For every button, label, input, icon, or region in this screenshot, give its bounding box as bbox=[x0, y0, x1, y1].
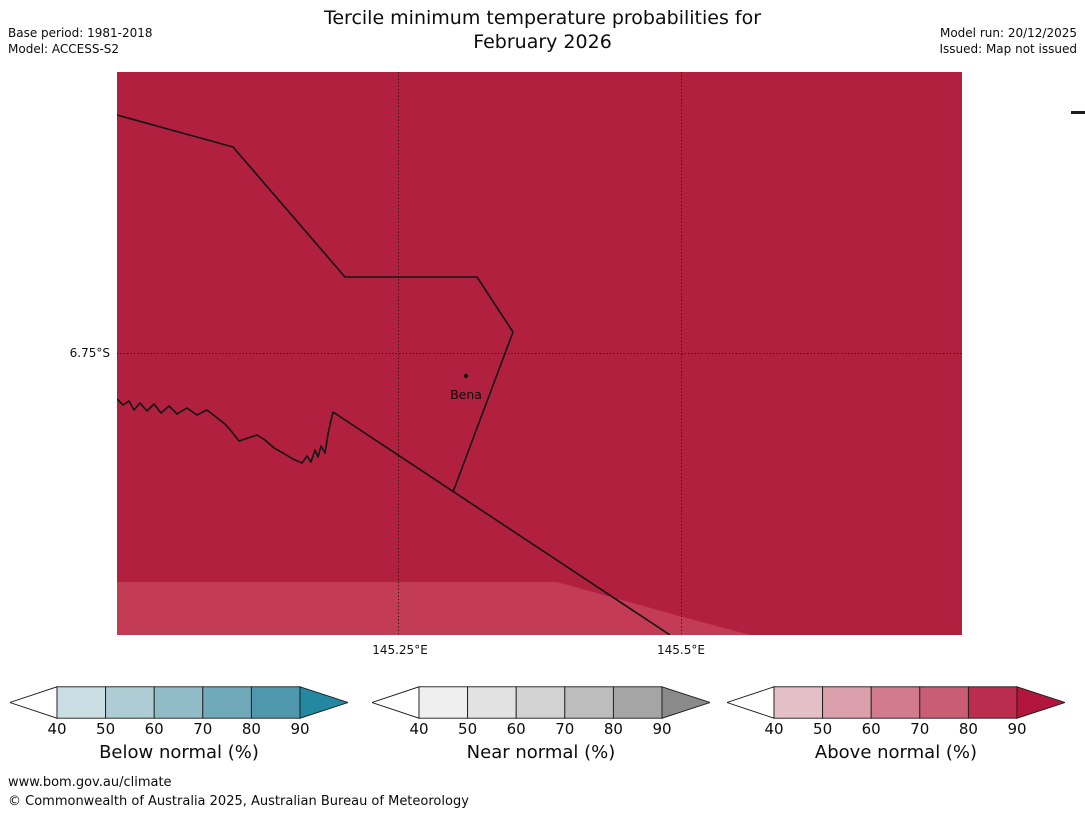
place-label: Bena bbox=[450, 387, 482, 402]
legend-tick: 50 bbox=[96, 720, 116, 738]
base-period-text: Base period: 1981-2018 bbox=[8, 26, 153, 40]
map-svg: Bena bbox=[116, 72, 962, 636]
lon-axis-label-2: 145.5°E bbox=[657, 643, 705, 657]
legend-tick: 40 bbox=[764, 720, 784, 738]
legend-tick: 80 bbox=[958, 720, 978, 738]
below-normal-title: Below normal (%) bbox=[99, 742, 259, 763]
legend-tick: 80 bbox=[241, 720, 261, 738]
below-normal-colorbar bbox=[8, 686, 350, 719]
legend-tick: 40 bbox=[47, 720, 67, 738]
above-normal-ticks: 40 50 60 70 80 90 bbox=[727, 720, 1065, 738]
issued-text: Issued: Map not issued bbox=[939, 42, 1077, 56]
run-meta: Model run: 20/12/2025 Issued: Map not is… bbox=[939, 25, 1077, 57]
near-normal-ticks: 40 50 60 70 80 90 bbox=[372, 720, 710, 738]
legend-tick: 90 bbox=[290, 720, 310, 738]
below-normal-ticks: 40 50 60 70 80 90 bbox=[10, 720, 348, 738]
legend-tick: 40 bbox=[409, 720, 429, 738]
page-title-line2: February 2026 bbox=[473, 31, 612, 53]
footer-copyright: © Commonwealth of Australia 2025, Austra… bbox=[8, 794, 469, 809]
above-normal-title: Above normal (%) bbox=[814, 742, 978, 763]
near-normal-colorbar bbox=[370, 686, 712, 719]
legend-tick: 70 bbox=[555, 720, 575, 738]
legend-above-normal: 40 50 60 70 80 90 Above normal (%) bbox=[725, 686, 1067, 776]
legend-tick: 90 bbox=[652, 720, 672, 738]
legend-tick: 70 bbox=[910, 720, 930, 738]
map-area: Bena bbox=[116, 72, 962, 636]
legend-tick: 80 bbox=[603, 720, 623, 738]
lat-axis-label: 6.75°S bbox=[69, 346, 110, 360]
model-meta: Base period: 1981-2018 Model: ACCESS-S2 bbox=[8, 25, 153, 57]
above-normal-colorbar bbox=[725, 686, 1067, 719]
model-text: Model: ACCESS-S2 bbox=[8, 42, 120, 56]
legend-below-normal: 40 50 60 70 80 90 Below normal (%) bbox=[8, 686, 350, 776]
legend-tick: 90 bbox=[1007, 720, 1027, 738]
near-normal-title: Near normal (%) bbox=[466, 742, 616, 763]
legend-tick: 60 bbox=[144, 720, 164, 738]
legend-tick: 70 bbox=[193, 720, 213, 738]
lon-axis-label-1: 145.25°E bbox=[372, 643, 428, 657]
page-title-line1: Tercile minimum temperature probabilitie… bbox=[323, 7, 762, 29]
legend-tick: 50 bbox=[458, 720, 478, 738]
page-title: Tercile minimum temperature probabilitie… bbox=[0, 6, 1085, 54]
model-run-text: Model run: 20/12/2025 bbox=[939, 26, 1077, 40]
legend-tick: 50 bbox=[813, 720, 833, 738]
legend-tick: 60 bbox=[506, 720, 526, 738]
right-edge-tick bbox=[1071, 111, 1085, 114]
legend-tick: 60 bbox=[861, 720, 881, 738]
footer-url: www.bom.gov.au/climate bbox=[8, 775, 172, 790]
legend-near-normal: 40 50 60 70 80 90 Near normal (%) bbox=[370, 686, 712, 776]
